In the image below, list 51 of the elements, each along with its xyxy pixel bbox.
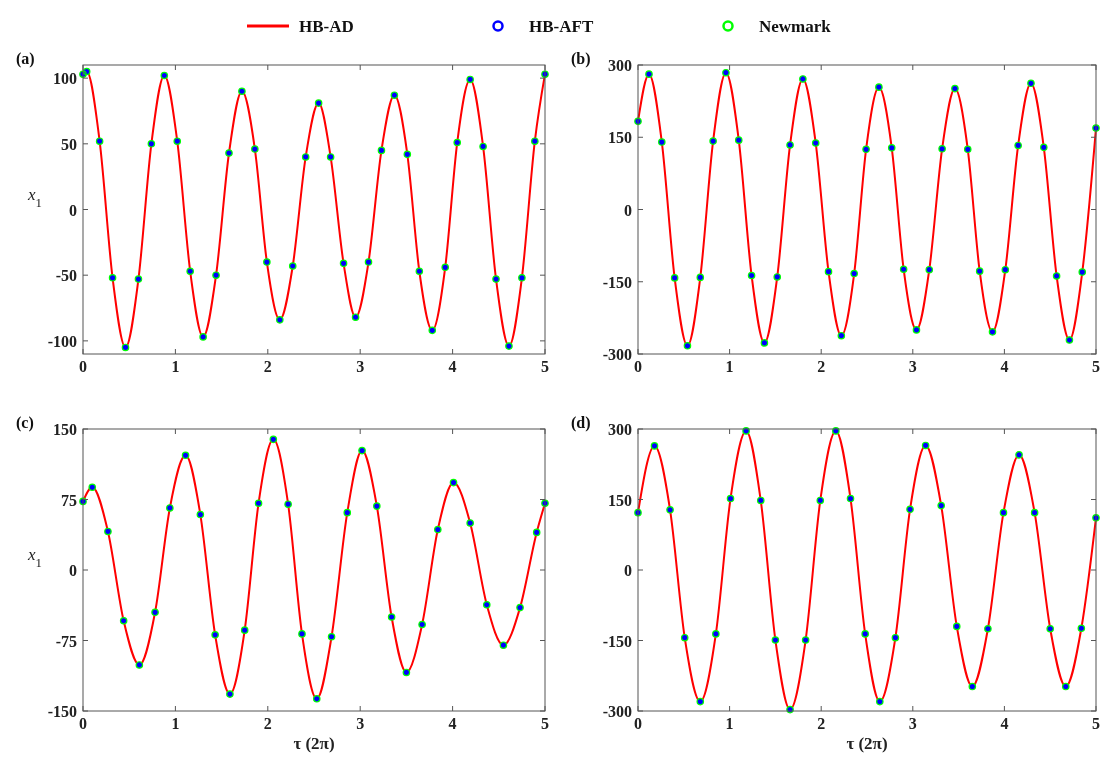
x-axis-title: τ (2π) [293, 734, 335, 753]
y-tick-label: -150 [602, 632, 632, 650]
x-tick-label: 4 [1000, 358, 1009, 375]
x-tick-label: 1 [725, 358, 734, 375]
chart-title: (c) [16, 414, 34, 432]
x-tick-label: 4 [448, 715, 457, 732]
legend-label: HB-AFT [529, 17, 594, 36]
chart-title: (a) [16, 50, 35, 68]
y-tick-label: 300 [608, 57, 632, 74]
y-tick-label: 0 [624, 201, 632, 219]
y-tick-label: -75 [55, 632, 77, 650]
x-tick-label: 3 [908, 358, 917, 375]
x-tick-label: 5 [541, 715, 549, 732]
y-axis-title: x$_{1}$ [27, 184, 42, 210]
y-axis-title: x$_{1}$ [27, 545, 42, 570]
x-axis-title: τ (2π) [846, 734, 888, 753]
y-tick-label: 150 [608, 129, 632, 147]
x-tick-label: 1 [725, 715, 734, 732]
y-tick-label: 0 [624, 562, 632, 579]
legend-label: HB-AD [299, 17, 354, 36]
x-tick-label: 2 [263, 358, 272, 375]
x-tick-label: 5 [1092, 715, 1100, 732]
y-tick-label: -100 [47, 332, 77, 350]
x-tick-label: 2 [817, 358, 826, 375]
x-tick-label: 5 [541, 358, 549, 375]
x-tick-label: 1 [171, 715, 180, 732]
x-tick-label: 3 [908, 715, 917, 732]
y-tick-label: -50 [55, 267, 77, 285]
y-tick-label: -150 [47, 703, 77, 720]
y-tick-label: 75 [61, 491, 77, 509]
y-tick-label: 150 [608, 491, 632, 509]
x-tick-label: 4 [1000, 715, 1009, 732]
y-tick-label: 50 [61, 135, 77, 153]
y-tick-label: 150 [53, 421, 77, 438]
x-tick-label: 2 [263, 715, 272, 732]
y-tick-label: 300 [608, 421, 632, 438]
y-tick-label: -300 [602, 346, 632, 363]
y-tick-label: 0 [69, 201, 77, 219]
x-tick-label: 1 [171, 358, 180, 375]
x-tick-label: 3 [356, 358, 365, 375]
y-tick-label: -300 [602, 703, 632, 720]
x-tick-label: 4 [448, 358, 457, 375]
chart-title: (b) [571, 50, 591, 68]
x-tick-label: 3 [356, 715, 365, 732]
legend-label: Newmark [759, 17, 832, 36]
y-tick-label: 100 [53, 70, 77, 88]
x-tick-label: 2 [817, 715, 826, 732]
x-tick-label: 5 [1092, 358, 1100, 375]
chart-title: (d) [571, 414, 591, 432]
y-tick-label: -150 [602, 273, 632, 291]
y-tick-label: 0 [69, 562, 77, 579]
